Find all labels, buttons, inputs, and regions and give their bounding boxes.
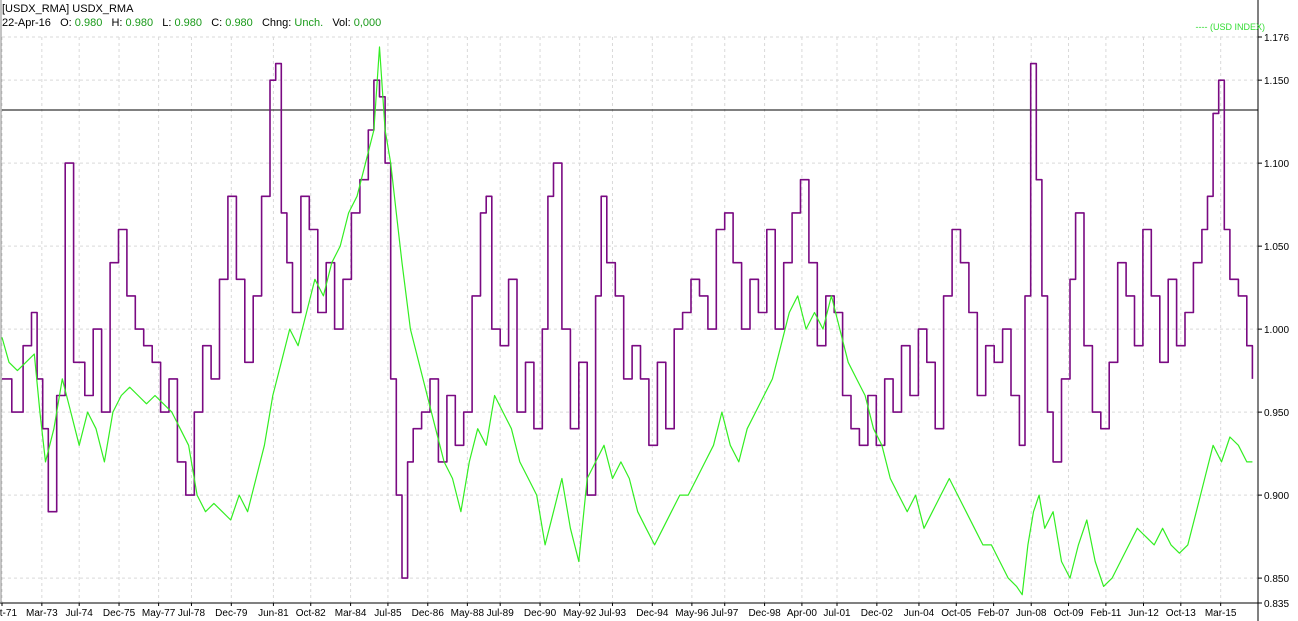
x-tick-label: Jul-01: [823, 608, 851, 619]
y-tick-label: 1.176: [1264, 33, 1289, 44]
x-tick-label: Feb-07: [978, 608, 1010, 619]
legend-usd-index: ---- (USD INDEX): [1195, 22, 1266, 32]
x-tick-label: Jun-81: [258, 608, 289, 619]
x-tick-label: Feb-11: [1090, 608, 1121, 619]
x-tick-label: Jul-97: [711, 608, 739, 619]
x-tick-label: May-96: [675, 608, 709, 619]
low-value: 0.980: [174, 17, 203, 29]
x-tick-label: Oct-71: [0, 608, 17, 619]
x-tick-label: Mar-73: [26, 608, 58, 619]
y-tick-label: 0.950: [1264, 408, 1289, 419]
x-tick-label: Dec-86: [412, 608, 445, 619]
x-tick-label: Jun-08: [1016, 608, 1047, 619]
x-tick-label: May-77: [142, 608, 176, 619]
y-tick-label: 1.050: [1264, 242, 1289, 253]
x-tick-label: Jun-04: [904, 608, 935, 619]
x-tick-label: Dec-75: [103, 608, 136, 619]
x-tick-label: Jul-74: [66, 608, 94, 619]
x-tick-label: Jul-85: [374, 608, 402, 619]
x-tick-label: Oct-05: [941, 608, 971, 619]
x-tick-label: Jun-12: [1128, 608, 1159, 619]
x-tick-label: Mar-15: [1205, 608, 1237, 619]
open-label: O:: [60, 17, 72, 29]
x-tick-label: Jul-78: [178, 608, 206, 619]
high-label: H:: [111, 17, 123, 29]
y-tick-label: 0.900: [1264, 491, 1289, 502]
high-value: 0.980: [125, 17, 154, 29]
x-tick-label: Jul-93: [599, 608, 627, 619]
x-tick-label: Mar-84: [335, 608, 367, 619]
x-tick-label: Jul-89: [487, 608, 515, 619]
y-tick-label: 0.835: [1264, 599, 1289, 610]
volume-label: Vol:: [332, 17, 351, 29]
ohlc-row: 22-Apr-16 O: 0.980 H: 0.980 L: 0.980 C: …: [2, 17, 381, 30]
bar-date: 22-Apr-16: [2, 17, 51, 29]
open-value: 0.980: [74, 17, 103, 29]
y-tick-label: 1.150: [1264, 76, 1289, 87]
close-label: C:: [211, 17, 223, 29]
y-tick-label: 1.000: [1264, 325, 1289, 336]
change-label: Chng:: [261, 17, 292, 29]
x-tick-label: Oct-82: [296, 608, 326, 619]
x-tick-label: Dec-94: [636, 608, 669, 619]
symbol-title: [USDX_RMA] USDX_RMA: [2, 3, 133, 16]
y-tick-label: 0.850: [1264, 574, 1289, 585]
x-tick-label: May-88: [451, 608, 485, 619]
symbol-line: [USDX_RMA] USDX_RMA: [2, 3, 134, 15]
x-tick-label: Dec-98: [748, 608, 781, 619]
x-tick-label: Oct-13: [1166, 608, 1196, 619]
x-tick-label: Dec-90: [524, 608, 557, 619]
x-tick-label: May-92: [563, 608, 597, 619]
x-tick-label: Dec-79: [215, 608, 248, 619]
y-tick-label: 1.100: [1264, 159, 1289, 170]
usd-index-series-line: [1, 46, 1253, 596]
x-tick-label: Apr-00: [787, 608, 817, 619]
low-label: L:: [162, 17, 172, 29]
change-value: Unch.: [294, 17, 324, 29]
close-value: 0.980: [225, 17, 253, 29]
x-tick-label: Oct-09: [1054, 608, 1084, 619]
usdx-rma-series-line: [2, 62, 1254, 579]
x-tick-label: Dec-02: [861, 608, 894, 619]
volume-value: 0,000: [353, 17, 382, 29]
